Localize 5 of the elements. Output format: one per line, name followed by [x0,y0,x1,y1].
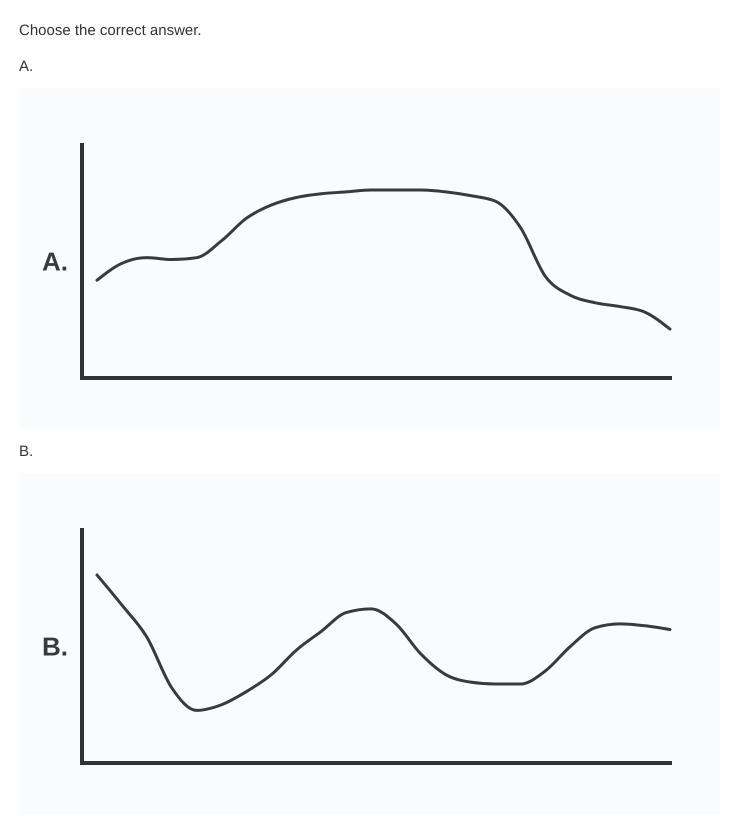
chart-subtitle: A. [19,58,34,75]
chart-title: Choose the correct answer. [19,22,202,39]
chart-subtitle: B. [19,443,34,460]
y-axis-title: A. [42,246,68,276]
y-axis-title: B. [42,632,68,662]
